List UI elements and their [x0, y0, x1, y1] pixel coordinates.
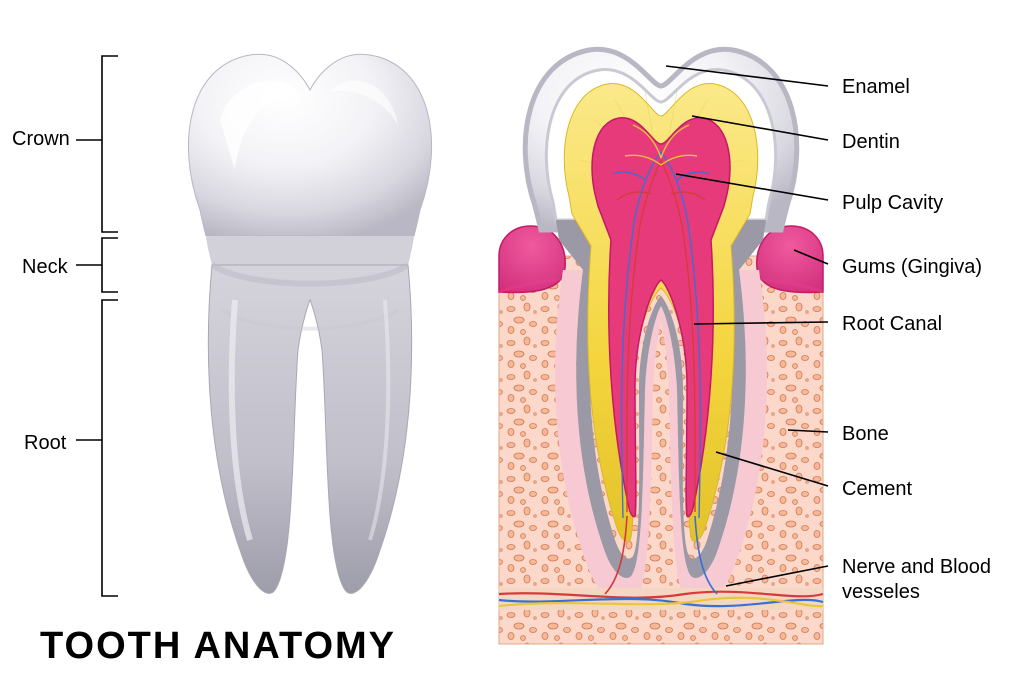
label-bone: Bone	[842, 423, 889, 446]
label-root: Root	[24, 432, 66, 455]
label-nerve: Nerve and Blood vesseles	[842, 555, 991, 605]
label-root-canal: Root Canal	[842, 313, 942, 336]
label-neck: Neck	[22, 256, 68, 279]
label-gums: Gums (Gingiva)	[842, 256, 982, 279]
label-pulp-cavity: Pulp Cavity	[842, 192, 943, 215]
label-enamel: Enamel	[842, 76, 910, 99]
left-brackets	[76, 56, 118, 596]
label-cement: Cement	[842, 478, 912, 501]
label-dentin: Dentin	[842, 131, 900, 154]
left-tooth	[188, 54, 431, 593]
diagram-title: TOOTH ANATOMY	[40, 625, 396, 668]
label-crown: Crown	[12, 128, 70, 151]
right-section	[499, 49, 823, 644]
